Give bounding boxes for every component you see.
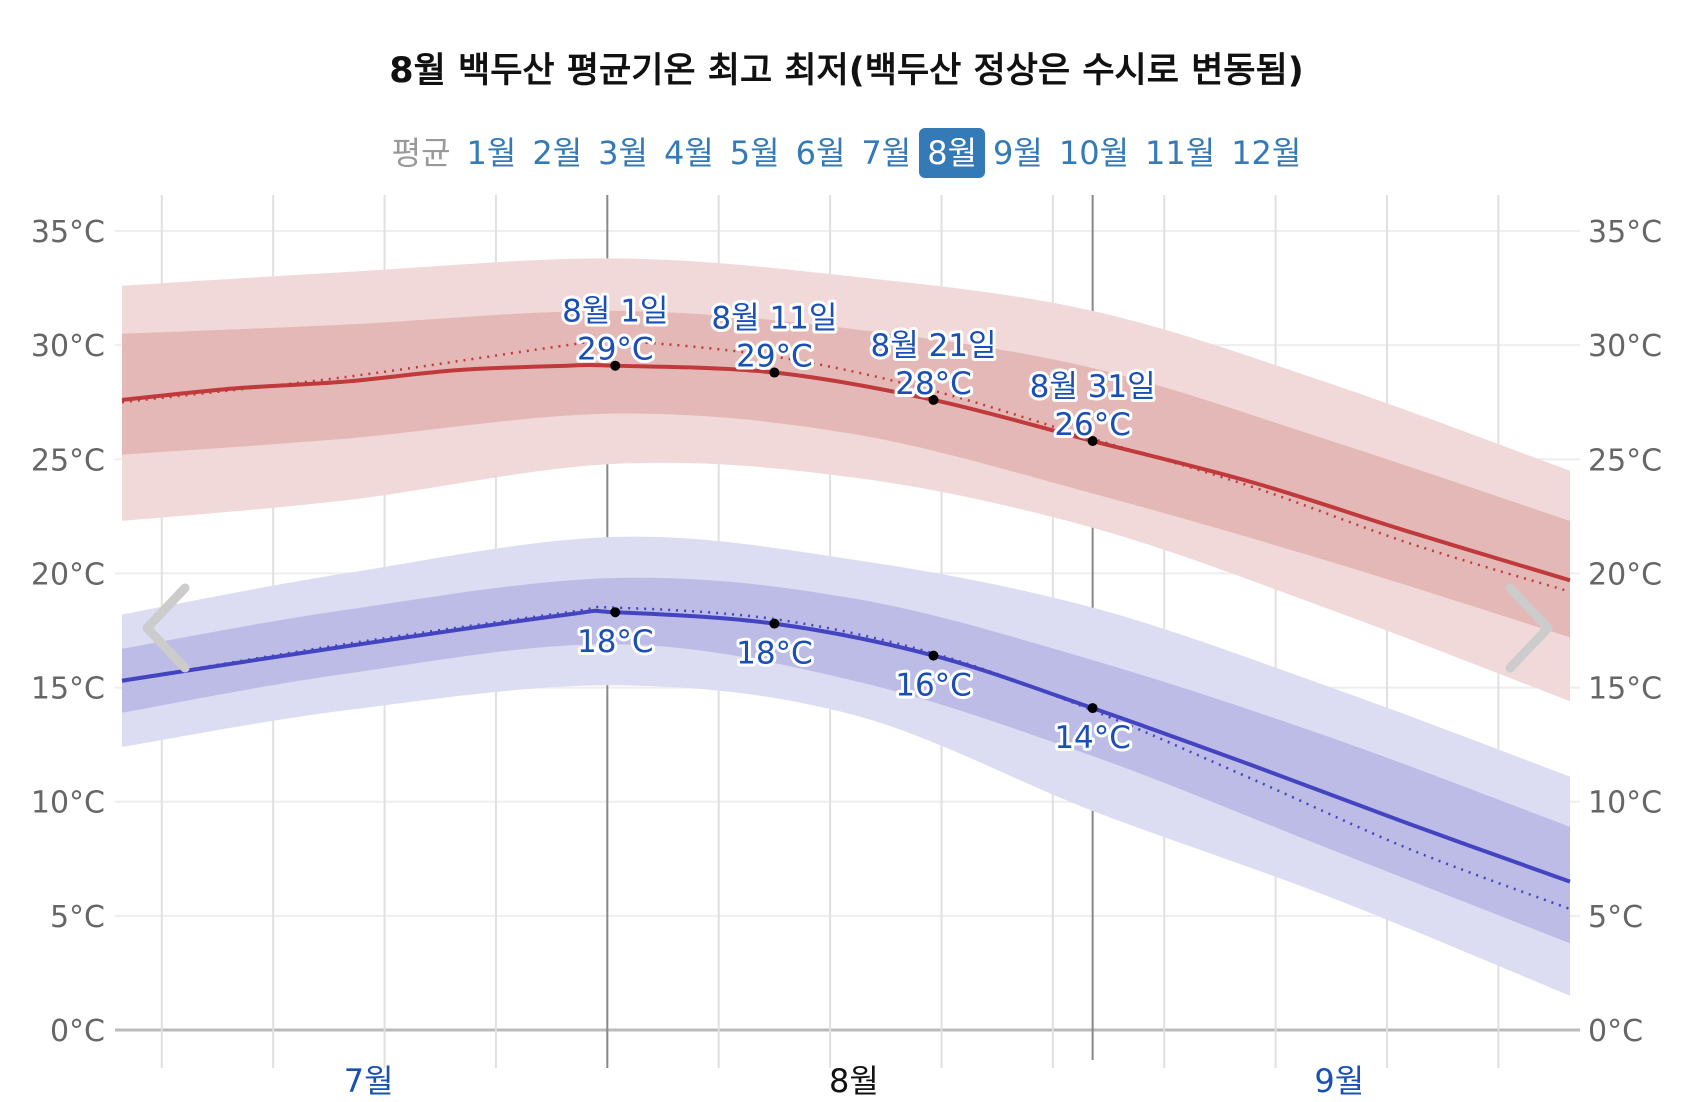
high-point: [928, 394, 939, 405]
y-tick-left: 20°C: [31, 557, 105, 592]
tab-month-9[interactable]: 9월: [993, 134, 1043, 172]
y-tick-left: 10°C: [31, 786, 105, 821]
y-tick-right: 25°C: [1588, 443, 1662, 478]
x-month-label: 8월: [829, 1062, 879, 1100]
tab-month-12[interactable]: 12월: [1231, 134, 1302, 172]
y-tick-right: 30°C: [1588, 329, 1662, 364]
tab-month-4[interactable]: 4월: [663, 134, 714, 172]
high-point: [1087, 436, 1098, 447]
tab-month-7[interactable]: 7월: [861, 134, 912, 172]
chevron-left-icon: [142, 583, 190, 673]
y-tick-right: 0°C: [1588, 1014, 1643, 1049]
low-mean-line: [121, 608, 1571, 884]
chevron-right-icon: [1505, 583, 1553, 673]
y-tick-left: 5°C: [50, 900, 105, 935]
y-tick-left: 35°C: [31, 215, 105, 250]
low-value-label: 18°C: [577, 624, 654, 660]
x-month-label: 9월: [1314, 1062, 1364, 1100]
high-value-label: 26°C: [1054, 407, 1131, 443]
low-point: [1087, 703, 1098, 714]
low-point: [928, 650, 939, 661]
y-tick-left: 30°C: [31, 329, 105, 364]
high-value-label: 29°C: [577, 332, 654, 368]
y-tick-right: 20°C: [1588, 557, 1662, 592]
tab-month-11[interactable]: 11월: [1145, 134, 1216, 172]
high-value-label: 28°C: [895, 366, 972, 402]
y-tick-right: 5°C: [1588, 900, 1643, 935]
low-value-label: 16°C: [895, 668, 972, 704]
y-tick-right: 35°C: [1588, 215, 1662, 250]
low-value-label: 18°C: [736, 636, 813, 672]
tab-month-6[interactable]: 6월: [795, 134, 846, 172]
high-point: [769, 367, 780, 378]
prev-button[interactable]: [142, 583, 190, 673]
date-label: 8월 21일: [870, 328, 996, 364]
y-tick-left: 0°C: [50, 1014, 105, 1049]
tab-month-10[interactable]: 10월: [1058, 134, 1130, 172]
date-label: 8월 1일: [562, 294, 668, 330]
month-tabs: 평균 1월 2월 3월 4월 5월 6월 7월 8월 9월 10월 11월 12월: [0, 128, 1693, 178]
high-band-inner: [122, 310, 1570, 638]
tab-month-1[interactable]: 1월: [466, 134, 517, 172]
high-point: [610, 360, 621, 371]
chart-title: 8월 백두산 평균기온 최고 최저(백두산 정상은 수시로 변동됨): [389, 51, 1304, 91]
low-band-inner: [122, 577, 1570, 944]
low-point: [769, 618, 780, 629]
date-label: 8월 11일: [711, 301, 837, 337]
tab-average[interactable]: 평균: [391, 134, 451, 172]
tab-month-8[interactable]: 8월: [919, 128, 986, 178]
tab-month-3[interactable]: 3월: [598, 134, 648, 172]
date-label: 8월 31일: [1030, 369, 1156, 405]
high-value-label: 29°C: [736, 339, 813, 375]
high-mean-line: [121, 362, 1571, 583]
tab-month-2[interactable]: 2월: [532, 134, 583, 172]
y-tick-right: 10°C: [1588, 786, 1662, 821]
y-tick-right: 15°C: [1588, 672, 1662, 707]
low-value-label: 14°C: [1054, 720, 1131, 756]
tab-month-5[interactable]: 5월: [729, 134, 780, 172]
low-point: [610, 607, 621, 618]
y-tick-left: 15°C: [31, 672, 105, 707]
y-tick-left: 25°C: [31, 443, 105, 478]
next-button[interactable]: [1505, 583, 1553, 673]
x-month-label: 7월: [344, 1062, 394, 1100]
